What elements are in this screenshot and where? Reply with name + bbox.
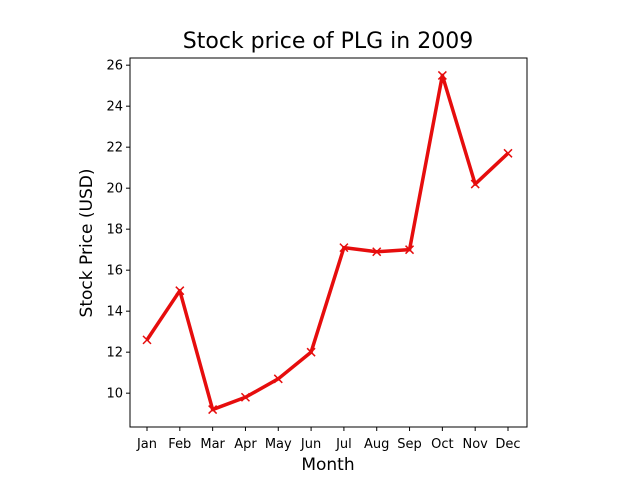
x-tick-label-aug: Aug [364, 437, 389, 452]
x-tick-label-apr: Apr [234, 437, 257, 452]
y-axis-label: Stock Price (USD) [77, 169, 97, 318]
x-tick-label-sep: Sep [397, 437, 422, 452]
data-point-jan [142, 335, 152, 345]
x-tick-label-feb: Feb [168, 437, 191, 452]
y-tick-label-14: 14 [106, 305, 123, 320]
data-point-aug [372, 247, 382, 257]
data-point-jul [339, 243, 349, 253]
x-axis-label: Month [301, 455, 354, 475]
data-point-mar [208, 405, 218, 415]
y-tick-label-12: 12 [106, 346, 123, 361]
data-point-nov [470, 179, 480, 189]
y-tick-label-26: 26 [106, 59, 123, 74]
y-tick-label-20: 20 [106, 182, 123, 197]
y-tick-label-10: 10 [106, 387, 123, 402]
data-point-sep [405, 245, 415, 255]
x-tick-label-mar: Mar [200, 437, 225, 452]
data-point-apr [240, 392, 250, 402]
plot-area: 10 12 14 16 18 20 22 24 26 Jan Feb Mar Apr May Jun Jul A… [106, 57, 528, 452]
data-point-feb [175, 286, 185, 296]
x-tick-label-jan: Jan [136, 437, 157, 452]
axes-frame [129, 57, 528, 428]
data-point-oct [437, 70, 447, 80]
x-tick-label-oct: Oct [431, 437, 453, 452]
x-tick-label-jun: Jun [300, 437, 321, 452]
chart-title: Stock price of PLG in 2009 [183, 29, 473, 54]
series-line-0 [145, 73, 510, 412]
x-tick-label-nov: Nov [462, 437, 488, 452]
data-point-dec [503, 148, 513, 158]
y-tick-label-24: 24 [106, 100, 123, 115]
x-tick-label-jul: Jul [335, 437, 352, 452]
y-tick-label-22: 22 [106, 141, 123, 156]
data-point-may [273, 374, 283, 384]
x-tick-label-dec: Dec [495, 437, 520, 452]
x-tick-label-may: May [265, 437, 292, 452]
data-point-jun [306, 347, 316, 357]
y-tick-label-16: 16 [106, 264, 123, 279]
y-tick-label-18: 18 [106, 223, 123, 238]
